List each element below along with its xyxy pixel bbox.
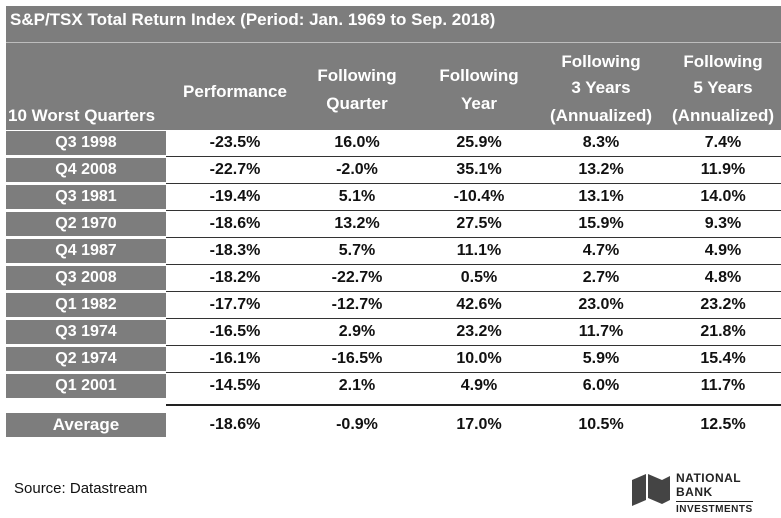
table-cell: 7.4% (704, 134, 742, 151)
table-cell: -16.5% (209, 323, 261, 340)
table-cell: 4.9% (704, 242, 742, 259)
row-label: Q3 2008 (6, 266, 166, 290)
average-cell: -18.6% (209, 416, 261, 433)
row-label: Q3 1974 (6, 320, 166, 344)
row-divider (166, 345, 781, 346)
table-cell: -19.4% (209, 188, 261, 205)
table-cell: 4.8% (704, 269, 742, 286)
row-label: Q4 2008 (6, 158, 166, 182)
table-cell: 5.1% (338, 188, 376, 205)
table-cell: 13.2% (334, 215, 380, 232)
table-cell: 9.3% (704, 215, 742, 232)
average-cell: 10.5% (578, 416, 624, 433)
table-cell: 23.2% (456, 323, 502, 340)
table-cell: 15.9% (578, 215, 624, 232)
table-cell: -22.7% (209, 161, 261, 178)
table-cell: -10.4% (453, 188, 505, 205)
column-header: 10 Worst Quarters (8, 106, 156, 125)
average-cell: -0.9% (336, 416, 378, 433)
column-header: Following (439, 66, 519, 85)
row-label: Q2 1974 (6, 347, 166, 371)
table-cell: -12.7% (331, 296, 383, 313)
table-cell: 21.8% (700, 323, 746, 340)
logo-line-national: NATIONAL (676, 471, 742, 485)
table-title: S&P/TSX Total Return Index (Period: Jan.… (10, 10, 496, 29)
row-label: Q2 1970 (6, 212, 166, 236)
logo-line-investments: INVESTMENTS (676, 501, 753, 516)
row-divider (166, 183, 781, 184)
table-cell: 8.3% (582, 134, 620, 151)
row-divider (166, 372, 781, 373)
column-header: Following (683, 52, 763, 71)
table-cell: 5.9% (582, 350, 620, 367)
table-cell: 13.2% (578, 161, 624, 178)
table-cell: 11.7% (578, 323, 624, 340)
table-cell: 2.9% (338, 323, 376, 340)
table-cell: 4.9% (460, 377, 498, 394)
table-cell: 16.0% (334, 134, 380, 151)
table-cell: 2.7% (582, 269, 620, 286)
table-cell: 0.5% (460, 269, 498, 286)
column-header: (Annualized) (672, 106, 774, 125)
table-cell: 11.1% (456, 242, 502, 259)
table-cell: 13.1% (578, 188, 624, 205)
column-header: (Annualized) (550, 106, 652, 125)
table-cell: 42.6% (456, 296, 502, 313)
flag-icon (632, 474, 670, 506)
table-cell: 4.7% (582, 242, 620, 259)
row-divider (166, 291, 781, 292)
table-cell: -18.3% (209, 242, 261, 259)
row-label: Q1 1982 (6, 293, 166, 317)
row-label: Q3 1981 (6, 185, 166, 209)
table-cell: 25.9% (456, 134, 502, 151)
table-cell: -17.7% (209, 296, 261, 313)
table-cell: -18.2% (209, 269, 261, 286)
column-header: 3 Years (571, 78, 631, 97)
table-cell: 35.1% (456, 161, 502, 178)
row-label: Q3 1998 (6, 131, 166, 155)
table-cell: 5.7% (338, 242, 376, 259)
source-note: Source: Datastream (14, 480, 148, 497)
table-cell: -2.0% (336, 161, 378, 178)
table-header-background (6, 6, 781, 130)
column-header: Year (461, 94, 497, 113)
national-bank-logo: NATIONAL BANK INVESTMENTS (628, 466, 778, 516)
column-header: Following (317, 66, 397, 85)
row-label: Q4 1987 (6, 239, 166, 263)
row-divider (166, 264, 781, 265)
table-cell: -22.7% (331, 269, 383, 286)
row-divider (166, 156, 781, 157)
column-header: Performance (183, 82, 287, 101)
table-cell: -18.6% (209, 215, 261, 232)
column-header: Quarter (326, 94, 388, 113)
table-cell: 14.0% (700, 188, 746, 205)
table-cell: 11.9% (700, 161, 746, 178)
table-cell: 23.2% (700, 296, 746, 313)
average-label: Average (6, 413, 166, 437)
row-divider (166, 237, 781, 238)
table-cell: -14.5% (209, 377, 261, 394)
row-divider (166, 210, 781, 211)
average-divider (166, 404, 781, 406)
row-divider (166, 318, 781, 319)
table-cell: -16.5% (331, 350, 383, 367)
column-header: Following (561, 52, 641, 71)
logo-line-bank: BANK (676, 485, 713, 499)
average-cell: 12.5% (700, 416, 746, 433)
row-label: Q1 2001 (6, 374, 166, 398)
column-header: 5 Years (693, 78, 753, 97)
table-cell: -16.1% (209, 350, 261, 367)
title-divider (6, 42, 781, 43)
table-cell: 15.4% (700, 350, 746, 367)
table-cell: 10.0% (456, 350, 502, 367)
average-cell: 17.0% (456, 416, 502, 433)
table-cell: -23.5% (209, 134, 261, 151)
table-cell: 6.0% (582, 377, 620, 394)
table-cell: 23.0% (578, 296, 624, 313)
table-cell: 27.5% (456, 215, 502, 232)
table-cell: 2.1% (338, 377, 376, 394)
table-cell: 11.7% (700, 377, 746, 394)
